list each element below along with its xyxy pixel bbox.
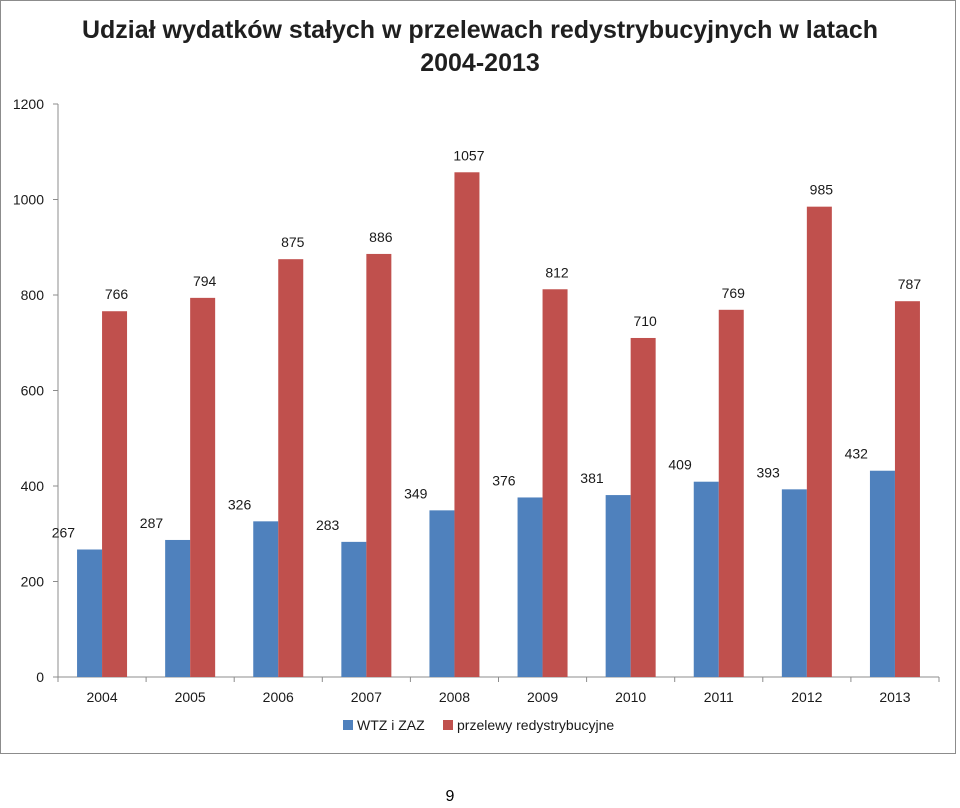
- bar-wtz-i-zaz: [869, 470, 895, 677]
- x-tick-label: 2011: [704, 689, 734, 705]
- legend-label-przelewy-redystrybucyjne: przelewy redystrybucyjne: [457, 717, 614, 733]
- data-label-przelewy-redystrybucyjne: 985: [810, 182, 834, 198]
- bar-wtz-i-zaz: [77, 549, 103, 677]
- bar-przelewy-redystrybucyjne: [718, 309, 744, 677]
- data-label-przelewy-redystrybucyjne: 875: [281, 234, 305, 250]
- data-label-przelewy-redystrybucyjne: 794: [193, 273, 217, 289]
- bar-wtz-i-zaz: [341, 541, 367, 677]
- x-tick-label: 2012: [791, 689, 822, 705]
- bar-wtz-i-zaz: [165, 539, 191, 677]
- bar-wtz-i-zaz: [605, 495, 631, 677]
- data-label-wtz-i-zaz: 287: [140, 515, 164, 531]
- bar-przelewy-redystrybucyjne: [806, 206, 832, 677]
- bar-przelewy-redystrybucyjne: [454, 172, 480, 677]
- bar-przelewy-redystrybucyjne: [102, 311, 128, 677]
- x-tick-label: 2008: [439, 689, 470, 705]
- data-label-wtz-i-zaz: 267: [52, 525, 76, 541]
- legend-swatch-przelewy-redystrybucyjne: [443, 720, 453, 730]
- data-label-wtz-i-zaz: 349: [404, 485, 428, 501]
- y-tick-label: 1000: [13, 192, 44, 208]
- bar-przelewy-redystrybucyjne: [190, 297, 216, 677]
- data-label-wtz-i-zaz: 376: [492, 472, 516, 488]
- data-label-wtz-i-zaz: 409: [668, 457, 692, 473]
- data-label-przelewy-redystrybucyjne: 710: [633, 313, 657, 329]
- page-number: 9: [445, 788, 455, 805]
- data-label-wtz-i-zaz: 326: [228, 496, 252, 512]
- data-label-wtz-i-zaz: 283: [316, 517, 340, 533]
- data-label-przelewy-redystrybucyjne: 886: [369, 229, 393, 245]
- y-tick-label: 200: [21, 574, 45, 590]
- y-tick-label: 0: [36, 669, 44, 685]
- bar-przelewy-redystrybucyjne: [278, 259, 304, 677]
- data-label-wtz-i-zaz: 393: [756, 464, 780, 480]
- legend-label-wtz-i-zaz: WTZ i ZAZ: [357, 717, 425, 733]
- data-label-wtz-i-zaz: 381: [580, 470, 604, 486]
- bar-wtz-i-zaz: [517, 497, 543, 677]
- bar-przelewy-redystrybucyjne: [630, 337, 656, 677]
- data-label-wtz-i-zaz: 432: [845, 446, 869, 462]
- x-tick-label: 2010: [615, 689, 646, 705]
- bar-wtz-i-zaz: [781, 489, 807, 677]
- y-tick-label: 800: [21, 287, 45, 303]
- y-tick-label: 1200: [13, 96, 44, 112]
- bar-przelewy-redystrybucyjne: [894, 301, 920, 677]
- bar-wtz-i-zaz: [429, 510, 455, 677]
- legend-swatch-wtz-i-zaz: [343, 720, 353, 730]
- bar-przelewy-redystrybucyjne: [542, 289, 568, 677]
- x-tick-label: 2009: [527, 689, 558, 705]
- x-tick-label: 2005: [175, 689, 206, 705]
- bar-przelewy-redystrybucyjne: [366, 253, 392, 677]
- data-label-przelewy-redystrybucyjne: 766: [105, 286, 129, 302]
- data-label-przelewy-redystrybucyjne: 1057: [453, 147, 484, 163]
- x-tick-label: 2007: [351, 689, 382, 705]
- bar-wtz-i-zaz: [693, 481, 719, 677]
- data-label-przelewy-redystrybucyjne: 812: [545, 264, 569, 280]
- x-tick-label: 2004: [86, 689, 117, 705]
- chart-frame: [0, 0, 956, 754]
- data-label-przelewy-redystrybucyjne: 787: [898, 276, 922, 292]
- chart-title: Udział wydatków stałych w przelewach red…: [81, 16, 879, 77]
- x-tick-label: 2006: [263, 689, 294, 705]
- data-label-przelewy-redystrybucyjne: 769: [722, 285, 746, 301]
- bar-chart: 0 200 400 600 800 1000 1200 267 766 2004 287 794 200…: [13, 96, 940, 733]
- x-tick-label: 2013: [879, 689, 910, 705]
- bar-wtz-i-zaz: [253, 521, 279, 677]
- y-tick-label: 600: [21, 383, 45, 399]
- y-tick-label: 400: [21, 478, 45, 494]
